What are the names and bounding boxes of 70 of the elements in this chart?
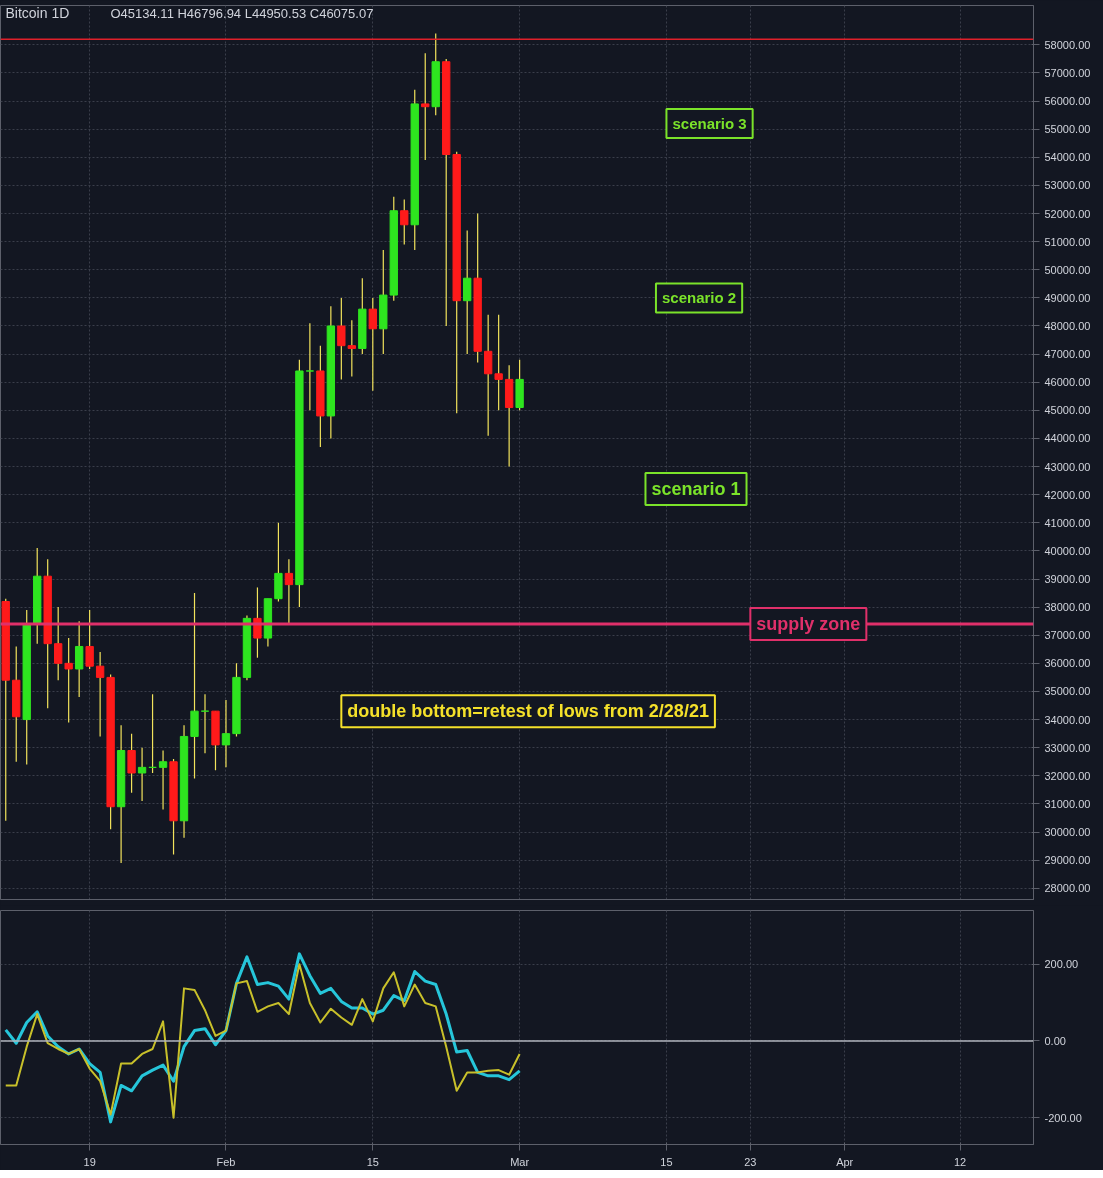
y-tick-label: 51000.00 (1044, 235, 1091, 248)
y-tick-label: 57000.00 (1044, 66, 1091, 79)
y-tick-label: 44000.00 (1044, 432, 1091, 445)
candlestick (421, 52, 430, 161)
y-tick-label: 36000.00 (1044, 657, 1091, 670)
annotation: scenario 2 (661, 289, 737, 307)
y-tick-label: 30000.00 (1044, 826, 1091, 839)
annotation: scenario 3 (672, 115, 747, 133)
y-tick-label: 200.00 (1044, 958, 1079, 971)
x-tick-label: 15 (366, 1155, 379, 1168)
y-tick-label: 28000.00 (1044, 882, 1091, 895)
candlestick (158, 749, 168, 811)
x-tick-label: 19 (83, 1155, 96, 1168)
y-tick-label: 45000.00 (1044, 404, 1091, 417)
candlestick (368, 297, 377, 392)
y-tick-label: 41000.00 (1044, 516, 1091, 529)
candlestick (64, 637, 73, 723)
ref-line-label: supply zone (756, 613, 861, 634)
y-tick-label: 55000.00 (1044, 123, 1091, 136)
candlestick (494, 314, 503, 411)
y-tick-label: 48000.00 (1044, 319, 1091, 332)
candlestick (95, 651, 105, 738)
y-tick-label: 32000.00 (1044, 769, 1091, 782)
y-tick-label: 29000.00 (1044, 854, 1091, 867)
y-tick-label: 49000.00 (1044, 291, 1091, 304)
candlestick (284, 558, 294, 625)
y-tick-label: 38000.00 (1044, 601, 1091, 614)
y-tick-label: 46000.00 (1044, 376, 1091, 389)
candlestick (483, 314, 493, 437)
candlestick (54, 606, 63, 681)
y-tick-label: 37000.00 (1044, 629, 1091, 642)
x-tick-label: 23 (744, 1155, 757, 1168)
y-tick-label: 50000.00 (1044, 263, 1091, 276)
chart-subtitle: O45134.11 H46796.94 L44950.53 C46075.07 (110, 5, 374, 21)
candlestick (305, 322, 315, 411)
y-tick-label: 43000.00 (1044, 460, 1091, 473)
y-tick-label: 56000.00 (1044, 95, 1091, 108)
candlestick (137, 747, 147, 802)
y-tick-label: 54000.00 (1044, 151, 1091, 164)
y-tick-label: -200.00 (1044, 1111, 1082, 1124)
y-tick-label: 42000.00 (1044, 488, 1091, 501)
y-tick-label: 40000.00 (1044, 544, 1091, 557)
annotation: double bottom=retest of lows from 2/28/21 (347, 701, 709, 722)
y-tick-label: 34000.00 (1044, 713, 1091, 726)
y-tick-label: 0.00 (1044, 1034, 1066, 1047)
y-tick-label: 58000.00 (1044, 38, 1091, 51)
annotation: scenario 1 (651, 479, 741, 500)
candlestick (463, 229, 472, 355)
x-tick-label: Feb (216, 1155, 236, 1168)
x-tick-label: Apr (836, 1155, 854, 1168)
candlestick (127, 733, 136, 794)
x-tick-label: 12 (953, 1155, 967, 1168)
y-tick-label: 52000.00 (1044, 207, 1091, 220)
y-tick-label: 53000.00 (1044, 179, 1091, 192)
y-tick-label: 35000.00 (1044, 685, 1091, 698)
chart-title: Bitcoin 1D (5, 4, 70, 21)
y-tick-label: 31000.00 (1044, 797, 1091, 810)
x-tick-label: 15 (660, 1155, 673, 1168)
candlestick (221, 699, 231, 768)
x-tick-label: Mar (510, 1155, 530, 1168)
candlestick (74, 620, 84, 698)
y-tick-label: 39000.00 (1044, 573, 1091, 586)
y-tick-label: 47000.00 (1044, 348, 1091, 361)
candlestick (400, 198, 409, 246)
y-tick-label: 33000.00 (1044, 741, 1091, 754)
candlestick (347, 319, 356, 378)
candlestick (85, 609, 94, 670)
candlestick (337, 297, 346, 381)
candlestick (200, 693, 210, 754)
candlestick (253, 586, 262, 659)
